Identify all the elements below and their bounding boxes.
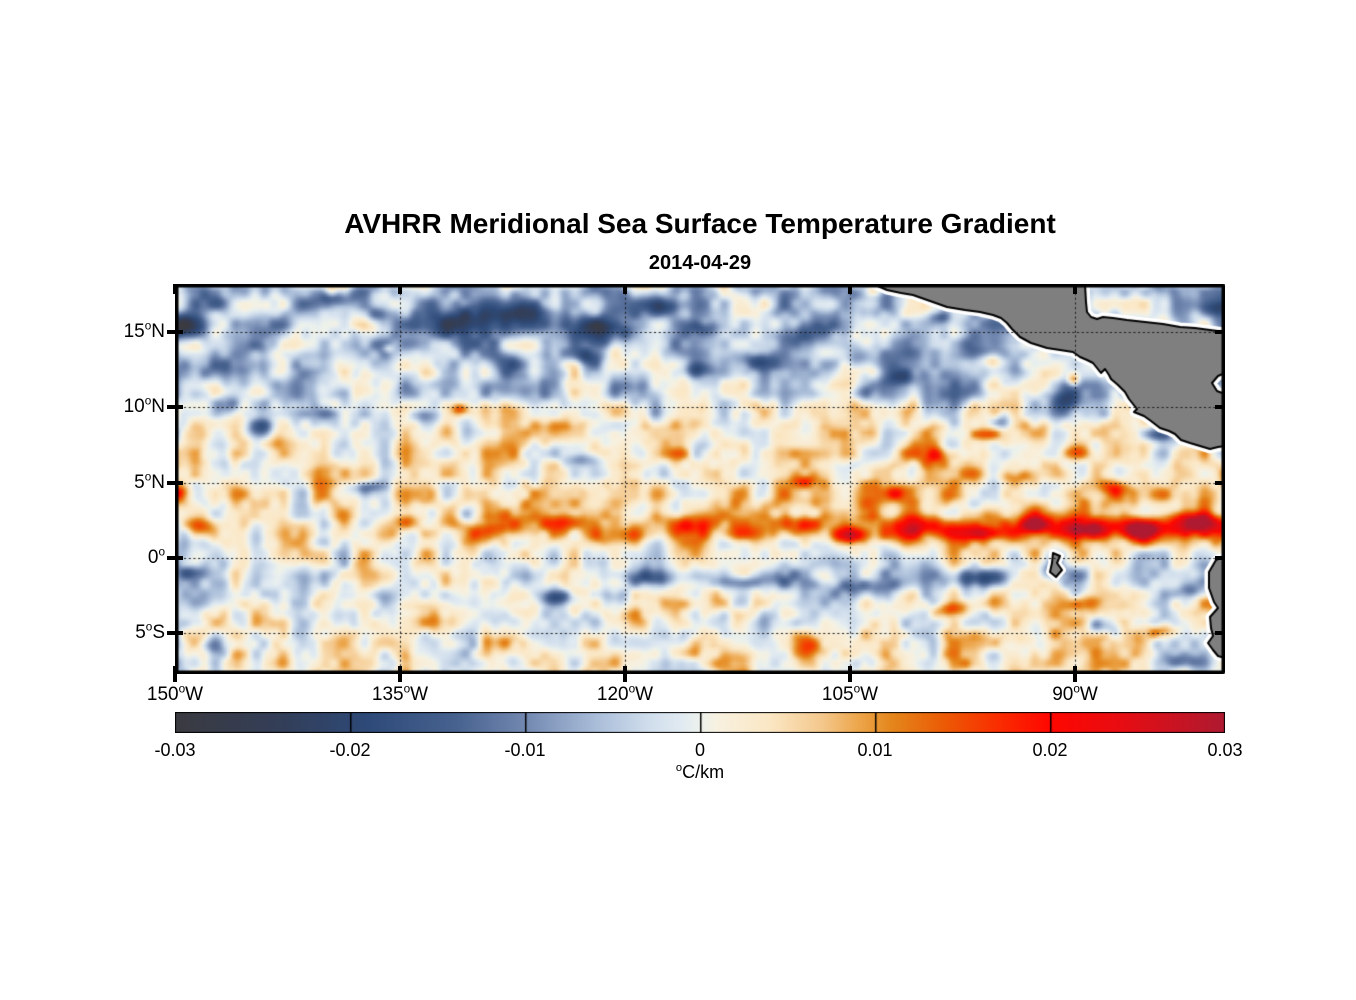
tick-mark xyxy=(1215,480,1225,485)
tick-mark xyxy=(398,284,402,294)
y-tick-label: 5oN xyxy=(134,470,165,493)
degree-superscript: o xyxy=(675,762,683,774)
tick-mark xyxy=(1215,330,1225,335)
tick-mark xyxy=(173,284,177,294)
unit-text: C/km xyxy=(682,762,725,782)
colorbar-tick-label: -0.03 xyxy=(154,740,196,760)
chart-subtitle: 2014-04-29 xyxy=(648,252,752,274)
colorbar xyxy=(175,712,1225,733)
tick-mark xyxy=(848,666,852,682)
degree-superscript: o xyxy=(145,620,153,634)
sst-gradient-heatmap-canvas xyxy=(175,284,1225,674)
degree-superscript: o xyxy=(158,545,165,559)
y-tick-label: 10oN xyxy=(123,394,165,418)
colorbar-tick-label: -0.02 xyxy=(329,740,371,760)
degree-superscript: o xyxy=(403,682,411,696)
tick-mark xyxy=(167,330,183,335)
tick-mark xyxy=(623,666,627,682)
tick-mark xyxy=(167,480,183,485)
tick-mark xyxy=(167,405,183,410)
tick-mark xyxy=(1073,666,1077,682)
tick-mark xyxy=(1215,631,1225,636)
degree-superscript: o xyxy=(628,682,636,696)
degree-superscript: o xyxy=(853,682,861,696)
tick-mark xyxy=(173,666,177,682)
tick-mark xyxy=(1215,405,1225,410)
x-tick-label: 135oW xyxy=(371,682,429,705)
x-tick-label: 105oW xyxy=(821,682,879,705)
tick-mark xyxy=(848,284,852,294)
y-tick-label: 15oN xyxy=(123,319,165,343)
colorbar-tick-label: 0.02 xyxy=(1032,740,1068,760)
colorbar-unit-label: oC/km xyxy=(175,762,1225,783)
tick-mark xyxy=(167,631,183,636)
colorbar-gradient-canvas xyxy=(175,712,1225,733)
y-tick-label: 5oS xyxy=(135,620,165,644)
y-tick-label: 0o xyxy=(147,545,165,568)
x-tick-label: 90oW xyxy=(1052,682,1098,705)
degree-superscript: o xyxy=(1073,682,1080,696)
tick-mark xyxy=(1215,555,1225,560)
tick-mark xyxy=(167,555,183,560)
degree-superscript: o xyxy=(144,319,152,333)
colorbar-tick-label: 0.01 xyxy=(857,740,893,760)
tick-mark xyxy=(1073,284,1077,294)
map-plot-area xyxy=(175,284,1225,674)
chart-title: AVHRR Meridional Sea Surface Temperature… xyxy=(344,208,1056,239)
colorbar-tick-label: 0 xyxy=(694,740,706,760)
degree-superscript: o xyxy=(178,682,186,696)
x-tick-label: 120oW xyxy=(596,682,654,705)
tick-mark xyxy=(623,284,627,294)
colorbar-tick-label: -0.01 xyxy=(504,740,546,760)
x-tick-label: 150oW xyxy=(146,682,204,705)
tick-mark xyxy=(398,666,402,682)
degree-superscript: o xyxy=(144,470,152,484)
degree-superscript: o xyxy=(144,394,152,408)
colorbar-tick-label: 0.03 xyxy=(1207,740,1243,760)
